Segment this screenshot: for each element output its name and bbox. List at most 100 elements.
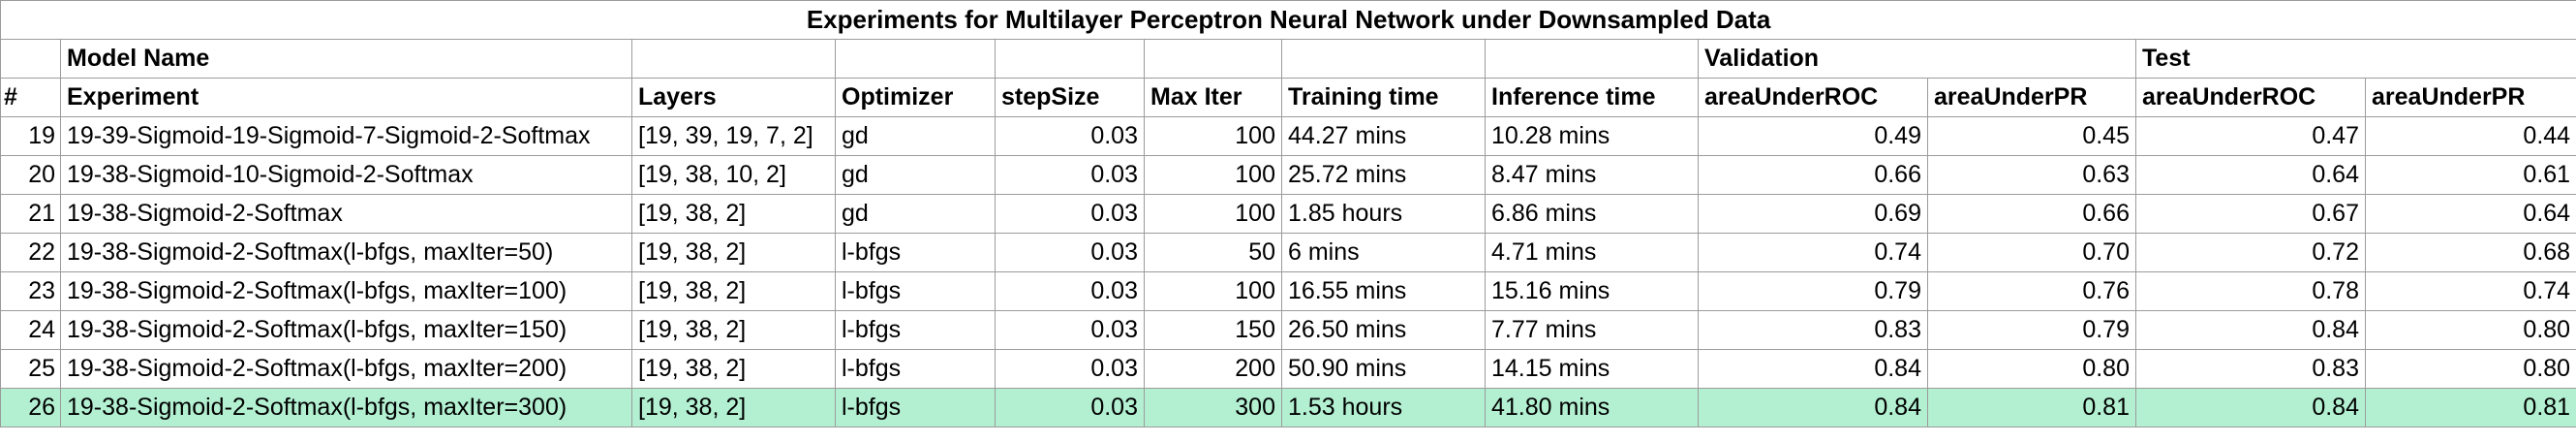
cell-test-roc: 0.78 [2135,271,2366,311]
col-header-max-iter: Max Iter [1144,78,1282,117]
col-header-test-pr: areaUnderPR [2364,78,2576,117]
cell-test-roc: 0.64 [2135,155,2366,195]
cell-optimizer: l-bfgs [835,310,996,350]
cell-layers: [19, 38, 2] [631,349,836,389]
header-group-row: Model Name Validation Test [0,39,2576,79]
cell-training-time: 50.90 mins [1281,349,1486,389]
cell-max-iter: 300 [1144,388,1282,427]
table-row: 21 19-38-Sigmoid-2-Softmax [19, 38, 2] gd 0.… [0,194,2576,234]
cell-val-pr: 0.63 [1927,155,2136,195]
cell-inference-time: 10.28 mins [1485,116,1699,156]
cell-experiment: 19-38-Sigmoid-2-Softmax [60,194,632,234]
cell-val-pr: 0.79 [1927,310,2136,350]
col-header-inference-time: Inference time [1485,78,1699,117]
cell-val-roc: 0.49 [1698,116,1928,156]
col-header-layers: Layers [631,78,836,117]
cell-test-pr: 0.80 [2364,310,2576,350]
cell-val-roc: 0.79 [1698,271,1928,311]
header-group-empty [1485,39,1699,79]
cell-training-time: 1.85 hours [1281,194,1486,234]
col-header-test-roc: areaUnderROC [2135,78,2366,117]
cell-layers: [19, 38, 2] [631,310,836,350]
cell-inference-time: 4.71 mins [1485,233,1699,272]
cell-experiment: 19-38-Sigmoid-2-Softmax(l-bfgs, maxIter=… [60,388,632,427]
table-row-highlighted: 26 19-38-Sigmoid-2-Softmax(l-bfgs, maxIte… [0,388,2576,427]
cell-val-roc: 0.84 [1698,388,1928,427]
cell-test-pr: 0.68 [2364,233,2576,272]
cell-test-roc: 0.67 [2135,194,2366,234]
header-group-empty [631,39,836,79]
cell-max-iter: 50 [1144,233,1282,272]
header-group-empty [1281,39,1486,79]
cell-index: 22 [0,233,61,272]
cell-max-iter: 100 [1144,155,1282,195]
col-header-training-time: Training time [1281,78,1486,117]
header-group-empty [835,39,996,79]
cell-test-pr: 0.44 [2364,116,2576,156]
cell-test-pr: 0.81 [2364,388,2576,427]
cell-index: 24 [0,310,61,350]
cell-step-size: 0.03 [995,271,1145,311]
cell-test-pr: 0.61 [2364,155,2576,195]
cell-training-time: 16.55 mins [1281,271,1486,311]
table-row: 24 19-38-Sigmoid-2-Softmax(l-bfgs, maxIte… [0,310,2576,350]
header-validation: Validation [1698,39,2136,79]
cell-index: 20 [0,155,61,195]
cell-max-iter: 150 [1144,310,1282,350]
cell-experiment: 19-38-Sigmoid-2-Softmax(l-bfgs, maxIter=… [60,271,632,311]
cell-val-roc: 0.69 [1698,194,1928,234]
cell-experiment: 19-38-Sigmoid-2-Softmax(l-bfgs, maxIter=… [60,310,632,350]
cell-max-iter: 100 [1144,194,1282,234]
cell-test-roc: 0.47 [2135,116,2366,156]
table-row: 25 19-38-Sigmoid-2-Softmax(l-bfgs, maxIte… [0,349,2576,389]
header-group-empty [1144,39,1282,79]
column-header-row: # Experiment Layers Optimizer stepSize M… [0,78,2576,117]
table-row: 20 19-38-Sigmoid-10-Sigmoid-2-Softmax [19,… [0,155,2576,195]
cell-step-size: 0.03 [995,349,1145,389]
cell-val-roc: 0.84 [1698,349,1928,389]
cell-index: 26 [0,388,61,427]
cell-layers: [19, 38, 2] [631,388,836,427]
table-title: Experiments for Multilayer Perceptron Ne… [0,0,2576,40]
cell-test-roc: 0.72 [2135,233,2366,272]
cell-inference-time: 14.15 mins [1485,349,1699,389]
cell-layers: [19, 38, 2] [631,194,836,234]
col-header-val-roc: areaUnderROC [1698,78,1928,117]
cell-index: 19 [0,116,61,156]
cell-optimizer: l-bfgs [835,271,996,311]
cell-val-pr: 0.66 [1927,194,2136,234]
cell-layers: [19, 38, 2] [631,233,836,272]
title-row: Experiments for Multilayer Perceptron Ne… [0,0,2576,40]
header-group-empty [995,39,1145,79]
header-model-name: Model Name [60,39,632,79]
cell-optimizer: l-bfgs [835,233,996,272]
cell-inference-time: 15.16 mins [1485,271,1699,311]
cell-optimizer: gd [835,116,996,156]
cell-training-time: 26.50 mins [1281,310,1486,350]
cell-layers: [19, 39, 19, 7, 2] [631,116,836,156]
cell-val-pr: 0.80 [1927,349,2136,389]
col-header-experiment: Experiment [60,78,632,117]
cell-test-roc: 0.84 [2135,388,2366,427]
col-header-index: # [0,78,61,117]
cell-index: 21 [0,194,61,234]
cell-max-iter: 100 [1144,271,1282,311]
cell-val-pr: 0.70 [1927,233,2136,272]
cell-step-size: 0.03 [995,116,1145,156]
table-row: 23 19-38-Sigmoid-2-Softmax(l-bfgs, maxIte… [0,271,2576,311]
cell-inference-time: 7.77 mins [1485,310,1699,350]
col-header-val-pr: areaUnderPR [1927,78,2136,117]
cell-test-pr: 0.74 [2364,271,2576,311]
cell-experiment: 19-38-Sigmoid-10-Sigmoid-2-Softmax [60,155,632,195]
cell-inference-time: 41.80 mins [1485,388,1699,427]
cell-val-roc: 0.83 [1698,310,1928,350]
cell-val-pr: 0.45 [1927,116,2136,156]
table-row: 19 19-39-Sigmoid-19-Sigmoid-7-Sigmoid-2-S… [0,116,2576,156]
col-header-optimizer: Optimizer [835,78,996,117]
cell-test-pr: 0.64 [2364,194,2576,234]
cell-experiment: 19-38-Sigmoid-2-Softmax(l-bfgs, maxIter=… [60,349,632,389]
cell-step-size: 0.03 [995,388,1145,427]
cell-layers: [19, 38, 10, 2] [631,155,836,195]
cell-experiment: 19-39-Sigmoid-19-Sigmoid-7-Sigmoid-2-Sof… [60,116,632,156]
cell-optimizer: gd [835,155,996,195]
